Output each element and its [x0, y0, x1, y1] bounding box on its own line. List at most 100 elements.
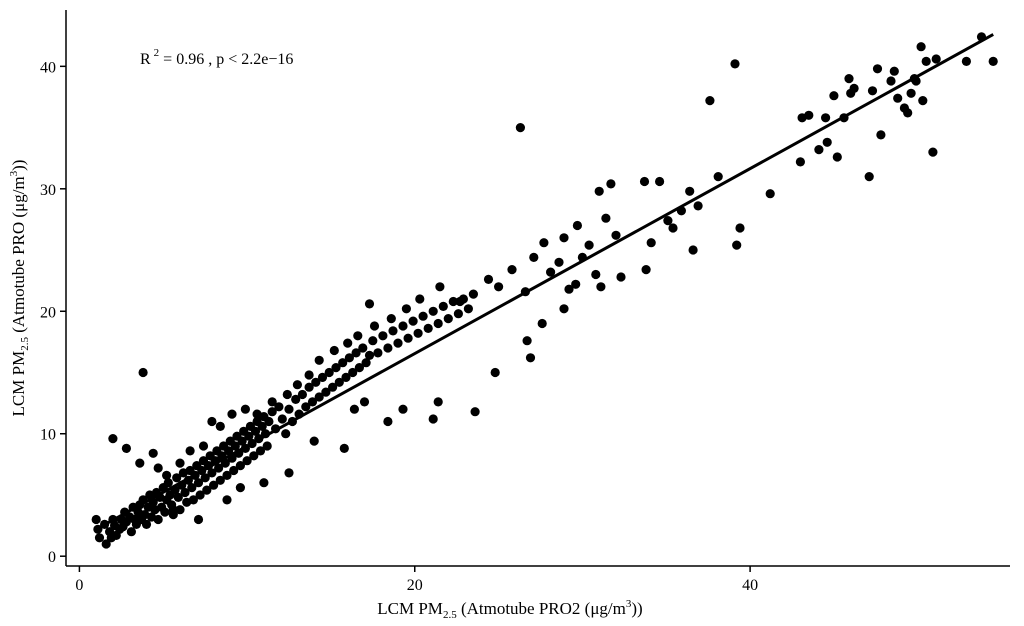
data-point-114: [317, 372, 328, 382]
x-axis-title: LCM PM2.5 (Atmotube PRO2 (μg/m3)): [377, 598, 642, 621]
data-point-185: [168, 505, 178, 515]
data-point-180: [284, 468, 294, 478]
data-point-209: [386, 314, 396, 324]
data-point-53: [188, 495, 198, 505]
data-point-174: [398, 404, 408, 414]
data-point-16: [126, 527, 136, 537]
data-point-179: [309, 436, 319, 446]
data-point-140: [423, 323, 433, 333]
data-point-135: [398, 321, 408, 331]
data-point-90: [250, 426, 261, 436]
data-point-259: [921, 56, 931, 66]
data-point-252: [867, 86, 878, 96]
data-point-78: [230, 441, 240, 451]
y-tick-label-20: 20: [40, 304, 56, 321]
data-point-48: [180, 487, 190, 498]
data-point-45: [175, 505, 185, 515]
data-point-120: [338, 358, 348, 368]
data-point-74: [224, 446, 234, 456]
data-point-106: [291, 394, 301, 404]
data-point-68: [214, 463, 224, 473]
data-point-150: [138, 367, 148, 378]
data-point-137: [408, 316, 418, 326]
data-point-210: [401, 304, 411, 314]
data-point-164: [596, 282, 606, 292]
data-point-159: [732, 240, 742, 250]
y-ticks: 0 10 20 30 40: [40, 59, 66, 566]
y-tick-label-30: 30: [40, 182, 56, 199]
data-point-131: [378, 331, 388, 341]
data-point-188: [135, 458, 145, 468]
data-point-155: [928, 147, 938, 157]
data-point-64: [207, 468, 217, 478]
data-point-233: [646, 238, 656, 248]
data-point-162: [641, 265, 651, 275]
data-point-144: [443, 314, 453, 324]
data-point-142: [433, 318, 443, 329]
data-point-160: [735, 223, 745, 233]
data-point-182: [235, 483, 245, 493]
data-point-125: [354, 363, 364, 373]
data-point-219: [539, 238, 549, 248]
data-point-154: [705, 96, 715, 106]
y-tick-label-0: 0: [48, 549, 56, 566]
data-point-129: [368, 336, 378, 346]
data-point-215: [494, 282, 504, 292]
data-point-130: [373, 348, 383, 358]
data-point-203: [304, 370, 314, 380]
data-point-170: [490, 367, 500, 378]
data-point-269: [872, 64, 883, 74]
data-point-123: [348, 367, 358, 378]
data-point-134: [393, 338, 403, 348]
data-point-113: [314, 392, 324, 402]
data-point-158: [688, 245, 698, 255]
data-point-139: [418, 311, 428, 321]
data-point-253: [876, 130, 886, 140]
data-point-235: [668, 223, 678, 233]
data-point-240: [795, 157, 806, 167]
data-point-212: [435, 282, 445, 292]
data-point-245: [822, 137, 832, 147]
data-point-220: [546, 267, 556, 277]
data-point-38: [163, 478, 173, 488]
data-point-196: [215, 421, 225, 431]
data-point-97: [262, 441, 272, 451]
data-point-121: [341, 372, 351, 382]
data-point-216: [507, 265, 517, 275]
data-point-81: [235, 461, 245, 471]
data-point-260: [931, 54, 941, 64]
y-tick-label-10: 10: [40, 427, 56, 444]
data-point-207: [353, 331, 363, 341]
x-tick-label-40: 40: [742, 577, 758, 594]
data-point-82: [237, 436, 247, 446]
data-point-262: [988, 56, 998, 66]
data-point-184: [193, 514, 204, 525]
data-point-223: [564, 284, 574, 294]
data-point-177: [349, 404, 359, 414]
data-point-238: [693, 201, 703, 211]
x-tick-label-0: 0: [75, 577, 83, 594]
data-point-148: [463, 304, 473, 314]
data-point-181: [259, 478, 269, 488]
data-point-222: [559, 233, 569, 243]
data-point-111: [307, 397, 318, 407]
data-point-93: [255, 446, 266, 456]
data-point-126: [358, 343, 368, 353]
data-point-264: [906, 88, 916, 98]
data-point-198: [240, 404, 250, 414]
data-point-118: [331, 363, 341, 373]
data-point-89: [249, 451, 259, 461]
data-point-112: [311, 377, 321, 387]
data-point-267: [903, 108, 913, 118]
data-point-103: [281, 429, 291, 439]
data-point-56: [193, 478, 204, 488]
data-point-133: [388, 326, 398, 336]
data-point-127: [361, 358, 371, 368]
data-point-192: [175, 458, 185, 468]
data-point-167: [537, 318, 547, 329]
data-point-99: [267, 407, 277, 417]
data-point-163: [616, 272, 626, 282]
data-point-202: [292, 380, 302, 390]
